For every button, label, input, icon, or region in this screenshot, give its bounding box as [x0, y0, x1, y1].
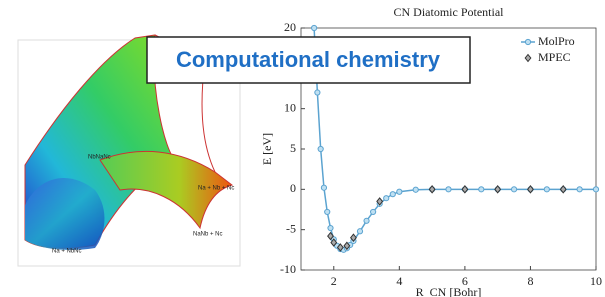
- legend-label: MPEC: [538, 50, 571, 64]
- data-point: [357, 229, 362, 234]
- banner-text: Computational chemistry: [176, 47, 441, 72]
- y-tick-label: -5: [286, 221, 296, 235]
- surface-label: NaNb + Nc: [193, 232, 223, 238]
- banner: Computational chemistry: [147, 37, 470, 83]
- data-point: [325, 209, 330, 214]
- chart-title: CN Diatomic Potential: [394, 5, 505, 19]
- data-point: [511, 187, 516, 192]
- x-tick-label: 8: [527, 274, 533, 288]
- data-point: [495, 186, 501, 193]
- data-point: [479, 187, 484, 192]
- data-point: [544, 187, 549, 192]
- data-point: [446, 187, 451, 192]
- y-tick-label: -10: [280, 262, 296, 276]
- data-point: [390, 192, 395, 197]
- data-point: [593, 187, 598, 192]
- data-point: [560, 186, 566, 193]
- y-axis-label: E [eV]: [260, 133, 274, 165]
- data-point: [328, 225, 333, 230]
- legend-marker: [525, 55, 531, 62]
- data-point: [371, 209, 376, 214]
- data-point: [397, 189, 402, 194]
- data-point: [577, 187, 582, 192]
- data-point: [462, 186, 468, 193]
- data-point: [321, 185, 326, 190]
- legend-label: MolPro: [538, 34, 575, 48]
- x-axis-label: R_CN [Bohr]: [416, 285, 482, 297]
- data-point: [364, 218, 369, 223]
- data-point: [429, 186, 435, 193]
- surface-label: Na + Nb + Nc: [198, 186, 234, 192]
- legend-marker: [525, 39, 530, 44]
- x-tick-label: 2: [331, 274, 337, 288]
- data-point: [413, 187, 418, 192]
- surface-label: NbNaNc: [88, 155, 111, 161]
- y-tick-label: 0: [290, 181, 296, 195]
- data-point: [384, 196, 389, 201]
- data-point: [312, 25, 317, 30]
- y-tick-label: 5: [290, 141, 296, 155]
- x-tick-label: 10: [590, 274, 602, 288]
- y-tick-label: 20: [284, 20, 296, 34]
- surface-basin: [25, 178, 104, 250]
- data-point: [315, 90, 320, 95]
- y-tick-label: 10: [284, 100, 296, 114]
- x-tick-label: 6: [462, 274, 468, 288]
- surface-label: Na + NbNc: [52, 249, 82, 255]
- x-tick-label: 4: [396, 274, 402, 288]
- figure: NbNaNc Na + Nb + Nc NaNb + Nc Na + NbNc …: [0, 0, 605, 297]
- data-point: [528, 186, 534, 193]
- data-point: [318, 146, 323, 151]
- page: {"surface_labels": ["NbNaNc", "Na + Nb +…: [0, 0, 605, 297]
